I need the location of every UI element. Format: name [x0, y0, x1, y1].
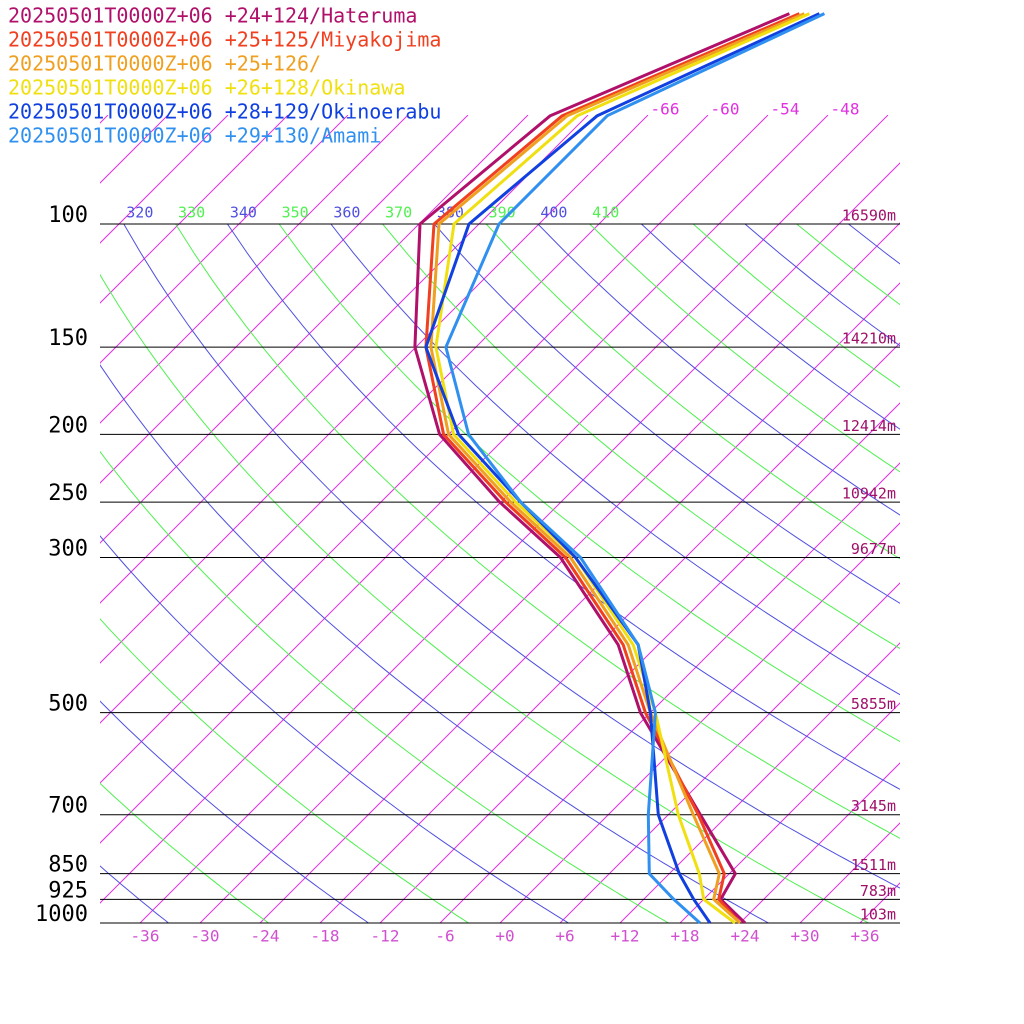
pressure-label: 300 [48, 537, 88, 562]
theta-label: 370 [385, 204, 412, 222]
dry-adiabat [100, 450, 669, 923]
temperature-profile [424, 12, 821, 924]
temperature-profile [444, 12, 826, 925]
temperature-label: -12 [371, 927, 400, 946]
pressure-label: 200 [48, 413, 88, 438]
temperature-label: +18 [671, 927, 700, 946]
isotherm [100, 115, 409, 424]
isotherm [100, 115, 709, 724]
theta-label: 390 [489, 204, 516, 222]
isotherms [0, 115, 900, 923]
isotherm [259, 282, 900, 923]
legend-entry: 20250501T0000Z+06 +28+129/Okinoerabu [8, 100, 441, 124]
pressure-label: 100 [48, 203, 88, 228]
temperature-label: -30 [191, 927, 220, 946]
height-label: 9677m [851, 540, 896, 558]
isotherm [379, 402, 900, 923]
pressure-label: 500 [48, 692, 88, 717]
height-label: 12414m [842, 417, 896, 435]
isotherm [439, 462, 900, 923]
pressure-label: 150 [48, 326, 88, 351]
dry-adiabat [589, 224, 900, 473]
isotherm [100, 115, 229, 244]
foreground: 320 330 340 350 360 370 380 390 400 410-66 -60 -54-… [8, 4, 900, 946]
legend-entry: 20250501T0000Z+06 +29+130/Amami [8, 124, 381, 148]
temperature-label: +36 [851, 927, 880, 946]
dry-adiabat [537, 224, 900, 516]
pressure-label: 700 [48, 794, 88, 819]
height-label: 1511m [851, 856, 896, 874]
height-label: 10942m [842, 485, 896, 503]
isotherm [559, 582, 900, 923]
isotherm-label: -54 [771, 100, 800, 119]
height-label: 783m [860, 882, 896, 900]
height-label: 16590m [842, 207, 896, 225]
isotherm [199, 222, 900, 923]
height-label: 103m [860, 906, 896, 924]
temperature-label: +24 [731, 927, 760, 946]
isotherm [100, 115, 769, 784]
legend-entry: 20250501T0000Z+06 +24+124/Hateruma [8, 4, 417, 28]
temperature-profile [413, 12, 790, 925]
isotherm [739, 762, 900, 923]
isotherm [0, 115, 48, 923]
temperature-profile [429, 12, 805, 925]
pressure-label: 850 [48, 853, 88, 878]
theta-label: 320 [126, 204, 153, 222]
legend-entry: 20250501T0000Z+06 +25+126/ [8, 52, 321, 76]
temperature-profile [434, 12, 811, 925]
pressure-label: 250 [48, 481, 88, 506]
isotherm [139, 162, 900, 923]
dry-adiabat [175, 224, 900, 839]
dry-adiabat [330, 224, 900, 696]
isotherm [100, 115, 829, 844]
legend-entry: 20250501T0000Z+06 +25+125/Miyakojima [8, 28, 441, 52]
isotherm-label: -48 [831, 100, 860, 119]
theta-label: 330 [178, 204, 205, 222]
temperature-label: +6 [555, 927, 574, 946]
pressure-label: 925 [48, 878, 88, 903]
isotherm [319, 342, 900, 923]
dry-adiabat [485, 224, 900, 560]
theta-label: 340 [230, 204, 257, 222]
height-label: 5855m [851, 695, 896, 713]
temperature-label: -24 [251, 927, 280, 946]
isotherm [499, 522, 900, 923]
isotherm [100, 115, 589, 604]
temperature-profile [424, 12, 800, 925]
temperature-label: -36 [131, 927, 160, 946]
isotherm [100, 115, 289, 304]
isotherm [100, 115, 889, 904]
theta-label: 350 [282, 204, 309, 222]
temperature-label: +30 [791, 927, 820, 946]
dry-adiabat [278, 224, 900, 743]
isotherm [100, 115, 649, 664]
theta-label: 360 [333, 204, 360, 222]
theta-label: 400 [540, 204, 567, 222]
height-label: 3145m [851, 797, 896, 815]
isotherm [619, 642, 900, 923]
isotherm [100, 115, 349, 364]
isotherm-label: -66 [651, 100, 680, 119]
theta-label: 410 [592, 204, 619, 222]
isotherm [100, 115, 529, 544]
dry-adiabat [796, 224, 900, 306]
isotherm [679, 702, 900, 923]
isotherm [100, 115, 469, 484]
temperature-label: -18 [311, 927, 340, 946]
temperature-label: +12 [611, 927, 640, 946]
dry-adiabat [226, 224, 900, 790]
isotherm-label: -60 [711, 100, 740, 119]
legend-entry: 20250501T0000Z+06 +26+128/Okinawa [8, 76, 405, 100]
temperature-label: +0 [495, 927, 514, 946]
pressure-label: 1000 [35, 902, 88, 927]
height-label: 14210m [842, 330, 896, 348]
temperature-label: -6 [435, 927, 454, 946]
